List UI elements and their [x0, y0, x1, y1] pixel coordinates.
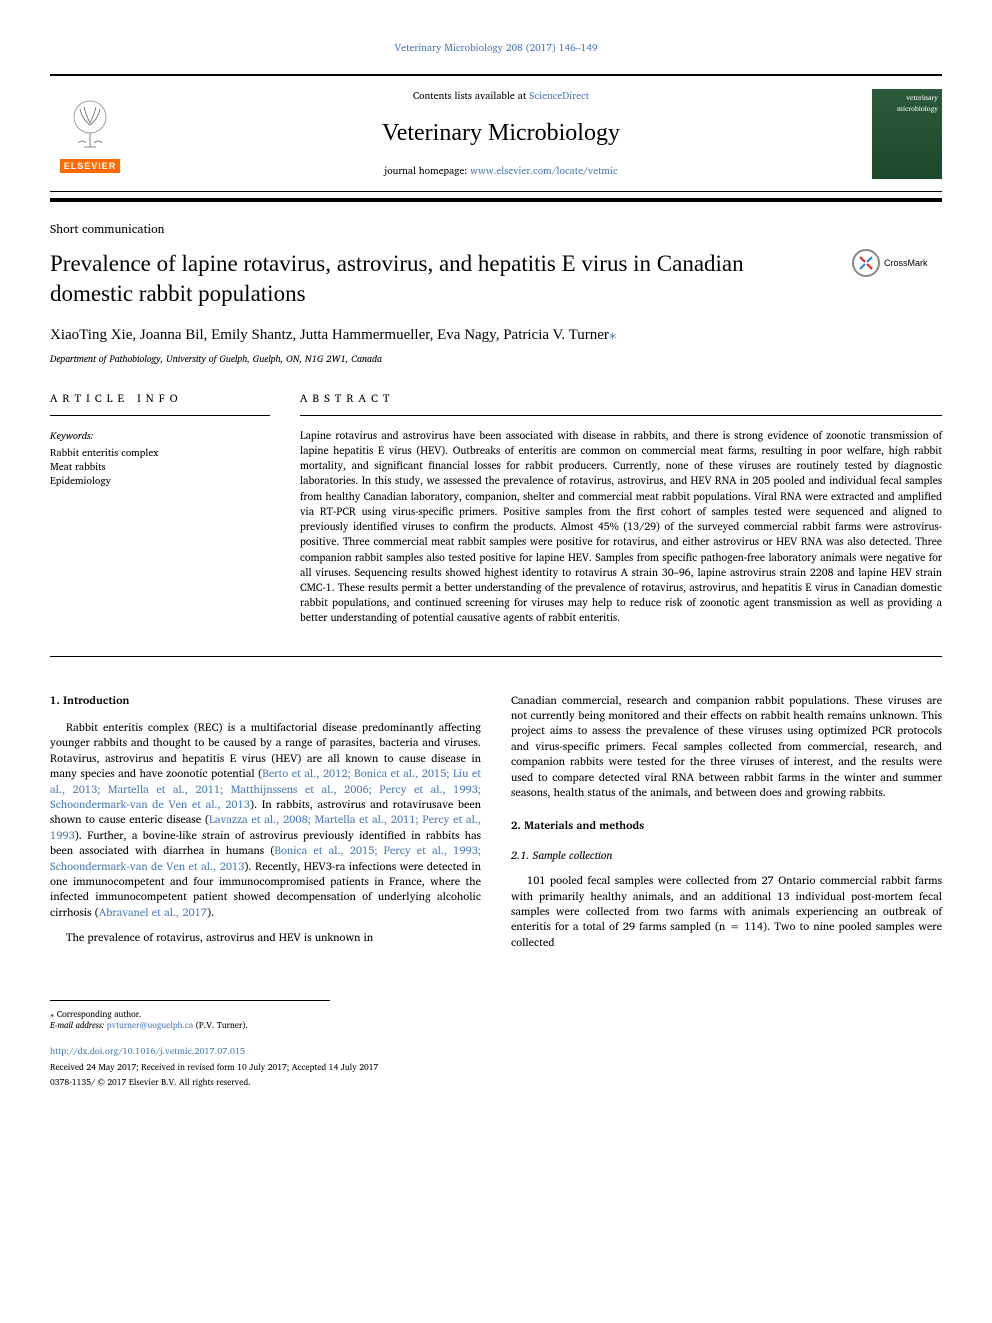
header-rule [50, 198, 942, 202]
sciencedirect-link[interactable]: ScienceDirect [529, 88, 589, 104]
journal-header: ELSEVIER Contents lists available at Sci… [50, 74, 942, 192]
body-column-right: Canadian commercial, research and compan… [511, 693, 942, 960]
body-paragraph: The prevalence of rotavirus, astrovirus … [50, 930, 481, 945]
crossmark-icon [852, 249, 880, 277]
copyright-line: 0378-1135/ © 2017 Elsevier B.V. All righ… [50, 1075, 942, 1089]
article-info-heading: ARTICLE INFO [50, 389, 270, 416]
title-row: Prevalence of lapine rotavirus, astrovir… [50, 249, 942, 309]
subsection-heading: 2.1. Sample collection [511, 848, 942, 863]
elsevier-tree-icon [60, 95, 120, 155]
authors-names: XiaoTing Xie, Joanna Bil, Emily Shantz, … [50, 327, 609, 343]
article-info-column: ARTICLE INFO Keywords: Rabbit enteritis … [50, 389, 270, 626]
keyword-item: Rabbit enteritis complex [50, 446, 270, 460]
info-abstract-row: ARTICLE INFO Keywords: Rabbit enteritis … [50, 389, 942, 626]
email-suffix: (P.V. Turner). [193, 1018, 248, 1032]
body-paragraph: Rabbit enteritis complex (REC) is a mult… [50, 720, 481, 920]
article-title: Prevalence of lapine rotavirus, astrovir… [50, 249, 852, 309]
keyword-item: Meat rabbits [50, 460, 270, 474]
affiliation: Department of Pathobiology, University o… [50, 352, 942, 367]
elsevier-logo[interactable]: ELSEVIER [50, 95, 130, 173]
journal-cover-thumbnail[interactable]: veterinary microbiology [872, 89, 942, 179]
keywords-list: Rabbit enteritis complex Meat rabbits Ep… [50, 446, 270, 488]
footer-area: ⁎ Corresponding author. E-mail address: … [50, 1000, 330, 1031]
abstract-column: ABSTRACT Lapine rotavirus and astrovirus… [300, 389, 942, 626]
homepage-link[interactable]: www.elsevier.com/locate/vetmic [470, 163, 618, 179]
doi-link[interactable]: http://dx.doi.org/10.1016/j.vetmic.2017.… [50, 1043, 942, 1058]
keywords-label: Keywords: [50, 428, 270, 444]
section-heading-methods: 2. Materials and methods [511, 818, 942, 833]
email-link[interactable]: pvturner@uoguelph.ca [107, 1018, 193, 1032]
header-center: Contents lists available at ScienceDirec… [130, 88, 872, 179]
keyword-item: Epidemiology [50, 474, 270, 488]
article-type: Short communication [50, 220, 942, 239]
citation-link[interactable]: Abravanel et al., 2017 [99, 903, 207, 921]
body-paragraph: 101 pooled fecal samples were collected … [511, 873, 942, 950]
section-heading-intro: 1. Introduction [50, 693, 481, 708]
contents-prefix: Contents lists available at [413, 88, 529, 104]
cover-text-1: veterinary [876, 93, 938, 104]
corresponding-asterisk: ⁎ [609, 327, 617, 343]
abstract-heading: ABSTRACT [300, 389, 942, 416]
contents-available-line: Contents lists available at ScienceDirec… [130, 88, 872, 104]
crossmark-badge[interactable]: CrossMark [852, 249, 942, 277]
body-paragraph: Canadian commercial, research and compan… [511, 693, 942, 801]
journal-name: Veterinary Microbiology [130, 120, 872, 147]
body-column-left: 1. Introduction Rabbit enteritis complex… [50, 693, 481, 960]
email-label: E-mail address: [50, 1018, 107, 1032]
authors-line: XiaoTing Xie, Joanna Bil, Emily Shantz, … [50, 325, 942, 344]
received-dates: Received 24 May 2017; Received in revise… [50, 1060, 942, 1074]
abstract-rule [50, 656, 942, 657]
para-text: ). [207, 903, 214, 921]
abstract-text: Lapine rotavirus and astrovirus have bee… [300, 428, 942, 626]
homepage-line: journal homepage: www.elsevier.com/locat… [130, 163, 872, 179]
body-columns: 1. Introduction Rabbit enteritis complex… [50, 693, 942, 960]
journal-reference: Veterinary Microbiology 208 (2017) 146–1… [50, 40, 942, 56]
cover-text-2: microbiology [876, 104, 938, 115]
email-line: E-mail address: pvturner@uoguelph.ca (P.… [50, 1020, 330, 1031]
homepage-prefix: journal homepage: [384, 163, 470, 179]
crossmark-label: CrossMark [884, 258, 928, 268]
elsevier-wordmark: ELSEVIER [60, 159, 121, 173]
